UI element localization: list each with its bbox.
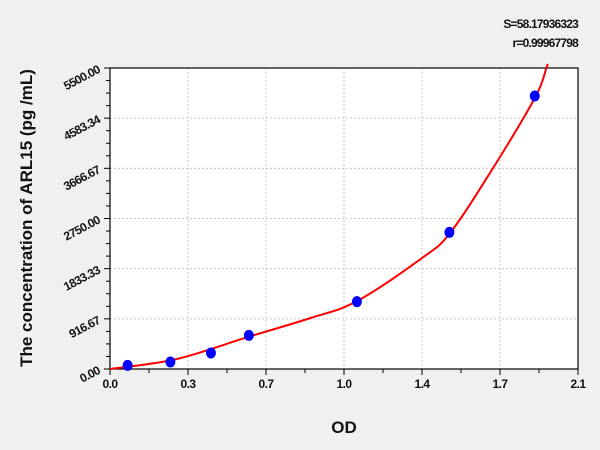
y-tick-label: 1833.33: [61, 263, 103, 294]
x-axis-label: OD: [331, 418, 357, 437]
data-point: [351, 296, 362, 308]
y-tick-label: 4583.34: [61, 112, 103, 143]
x-tick-label: 0.3: [181, 377, 197, 391]
data-point: [529, 90, 540, 102]
fit-curve-extension: [545, 63, 549, 69]
x-tick-label: 2.1: [571, 377, 587, 391]
data-points: [122, 90, 540, 371]
x-tick-label: 1.7: [493, 377, 509, 391]
x-tick-label: 0.0: [103, 377, 119, 391]
y-axis-label: The concentration of ARL15 (pg /mL): [17, 69, 36, 367]
data-point: [122, 359, 133, 371]
y-tick-label: 0.00: [77, 363, 103, 386]
grid: [110, 68, 578, 369]
data-point: [205, 347, 216, 359]
y-tick-label: 5500.00: [61, 62, 103, 93]
axes: [104, 67, 579, 375]
stat-r: r=0.99967798: [513, 36, 580, 50]
x-tick-label: 1.0: [337, 377, 353, 391]
data-point: [243, 329, 254, 341]
x-tick-label: 0.7: [259, 377, 275, 391]
data-point: [165, 356, 176, 368]
y-tick-label: 3666.67: [61, 162, 103, 193]
y-tick-label: 916.67: [67, 313, 104, 341]
plot-frame: [109, 67, 579, 370]
stat-s: S=58.17936323: [503, 17, 579, 31]
y-tick-label: 2750.00: [61, 212, 103, 243]
x-tick-label: 1.4: [415, 377, 431, 391]
data-point: [444, 226, 455, 238]
